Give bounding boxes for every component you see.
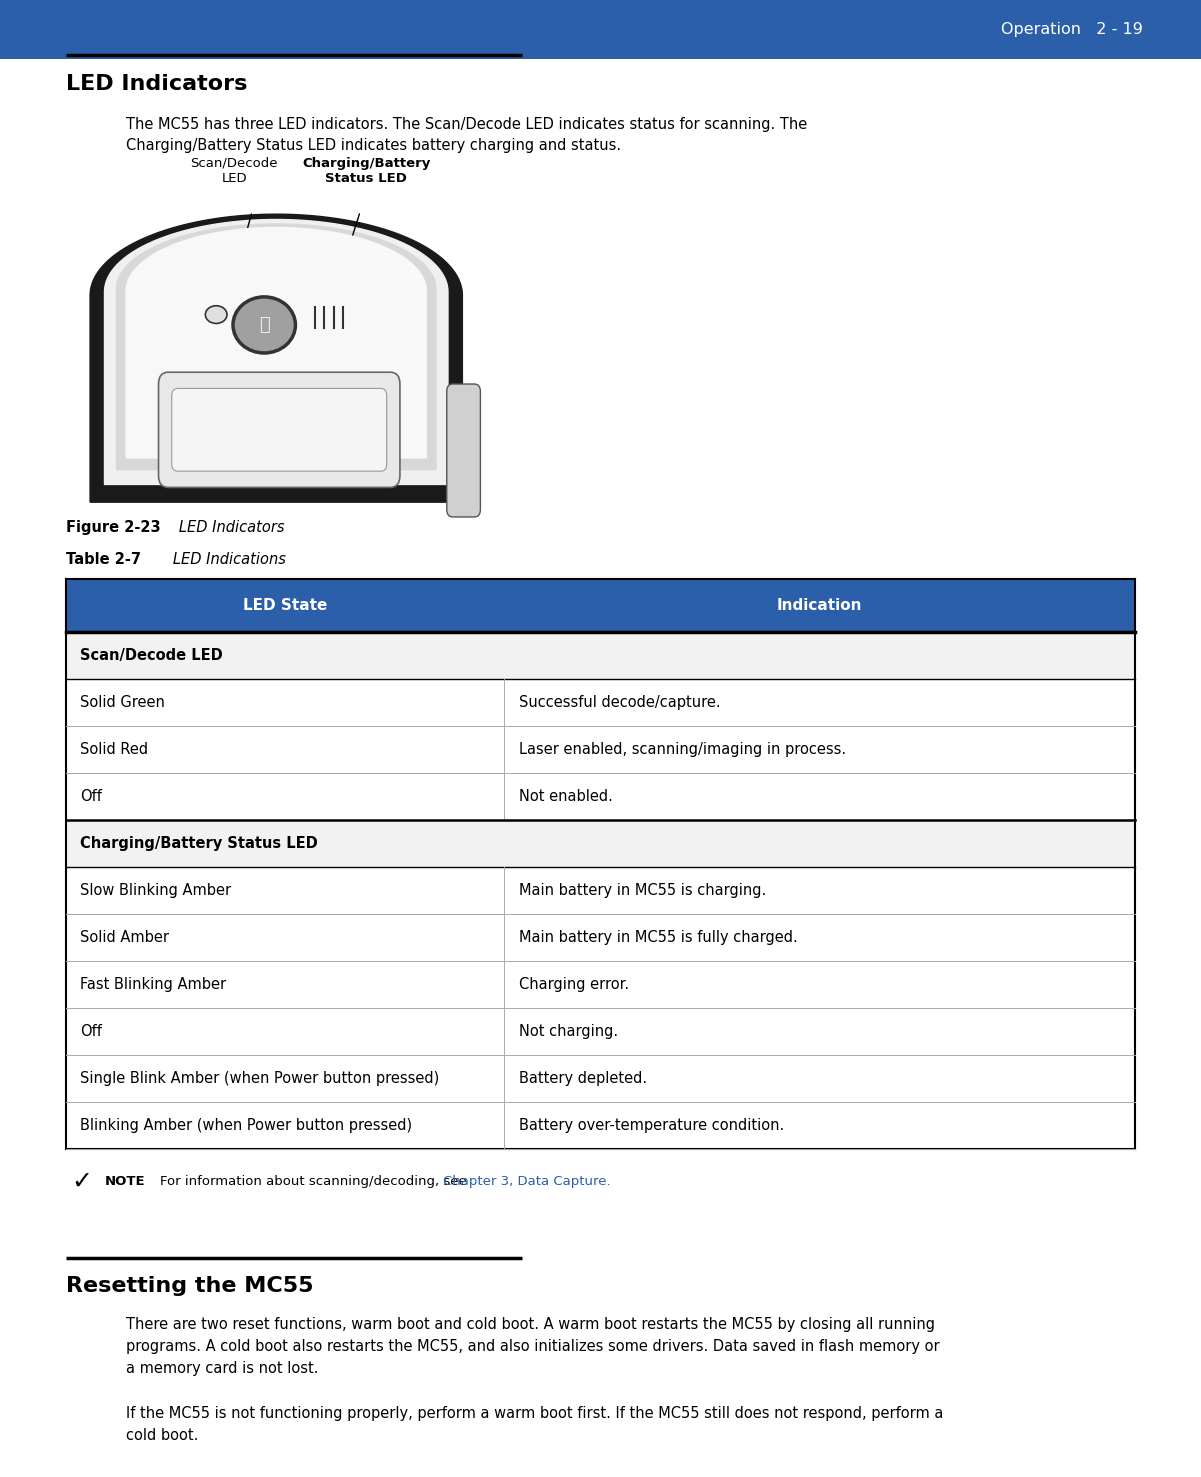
Text: LED Indications: LED Indications	[159, 552, 286, 567]
Text: Resetting the MC55: Resetting the MC55	[66, 1276, 313, 1297]
Text: Battery depleted.: Battery depleted.	[519, 1071, 647, 1086]
Text: Solid Green: Solid Green	[80, 696, 166, 710]
Text: NOTE: NOTE	[104, 1176, 145, 1188]
FancyBboxPatch shape	[172, 388, 387, 471]
Text: LED State: LED State	[243, 598, 328, 613]
Text: Laser enabled, scanning/imaging in process.: Laser enabled, scanning/imaging in proce…	[519, 741, 846, 758]
Text: Off: Off	[80, 1024, 102, 1040]
Text: Solid Red: Solid Red	[80, 741, 149, 758]
Text: Not charging.: Not charging.	[519, 1024, 619, 1040]
Text: Charging error.: Charging error.	[519, 978, 629, 993]
Text: Successful decode/capture.: Successful decode/capture.	[519, 696, 721, 710]
Text: Solid Amber: Solid Amber	[80, 931, 169, 945]
Text: Ⓜ: Ⓜ	[259, 316, 269, 334]
Text: Main battery in MC55 is charging.: Main battery in MC55 is charging.	[519, 883, 766, 898]
Text: Charging/Battery Status LED: Charging/Battery Status LED	[80, 836, 318, 851]
Polygon shape	[104, 220, 448, 484]
Polygon shape	[90, 214, 462, 502]
FancyBboxPatch shape	[159, 372, 400, 487]
Text: Not enabled.: Not enabled.	[519, 789, 613, 803]
Text: Scan/Decode LED: Scan/Decode LED	[80, 648, 223, 663]
Text: Table 2-7: Table 2-7	[66, 552, 141, 567]
FancyBboxPatch shape	[66, 579, 1135, 632]
Text: Indication: Indication	[777, 598, 862, 613]
Ellipse shape	[233, 297, 295, 353]
Text: LED Indicators: LED Indicators	[66, 74, 247, 95]
Text: Single Blink Amber (when Power button pressed): Single Blink Amber (when Power button pr…	[80, 1071, 440, 1086]
Text: Battery over-temperature condition.: Battery over-temperature condition.	[519, 1118, 784, 1133]
FancyBboxPatch shape	[0, 0, 1201, 59]
Polygon shape	[116, 225, 436, 470]
Text: Slow Blinking Amber: Slow Blinking Amber	[80, 883, 232, 898]
Text: Fast Blinking Amber: Fast Blinking Amber	[80, 978, 227, 993]
Ellipse shape	[205, 306, 227, 323]
Text: If the MC55 is not functioning properly, perform a warm boot first. If the MC55 : If the MC55 is not functioning properly,…	[126, 1406, 944, 1443]
Text: Blinking Amber (when Power button pressed): Blinking Amber (when Power button presse…	[80, 1118, 413, 1133]
Text: For information about scanning/decoding, see: For information about scanning/decoding,…	[160, 1176, 471, 1188]
Text: Scan/Decode
LED: Scan/Decode LED	[191, 157, 277, 185]
Text: There are two reset functions, warm boot and cold boot. A warm boot restarts the: There are two reset functions, warm boot…	[126, 1317, 939, 1375]
FancyBboxPatch shape	[447, 384, 480, 517]
Text: ✓: ✓	[71, 1170, 92, 1193]
Text: Charging/Battery
Status LED: Charging/Battery Status LED	[303, 157, 430, 185]
Text: Figure 2-23: Figure 2-23	[66, 520, 161, 535]
Polygon shape	[126, 227, 426, 458]
FancyBboxPatch shape	[66, 632, 1135, 679]
Text: The MC55 has three LED indicators. The Scan/Decode LED indicates status for scan: The MC55 has three LED indicators. The S…	[126, 117, 807, 154]
Text: Operation   2 - 19: Operation 2 - 19	[1002, 22, 1143, 37]
Text: Main battery in MC55 is fully charged.: Main battery in MC55 is fully charged.	[519, 931, 797, 945]
FancyBboxPatch shape	[66, 820, 1135, 867]
Text: Off: Off	[80, 789, 102, 803]
Text: Chapter 3, Data Capture.: Chapter 3, Data Capture.	[443, 1176, 611, 1188]
Text: LED Indicators: LED Indicators	[165, 520, 285, 535]
